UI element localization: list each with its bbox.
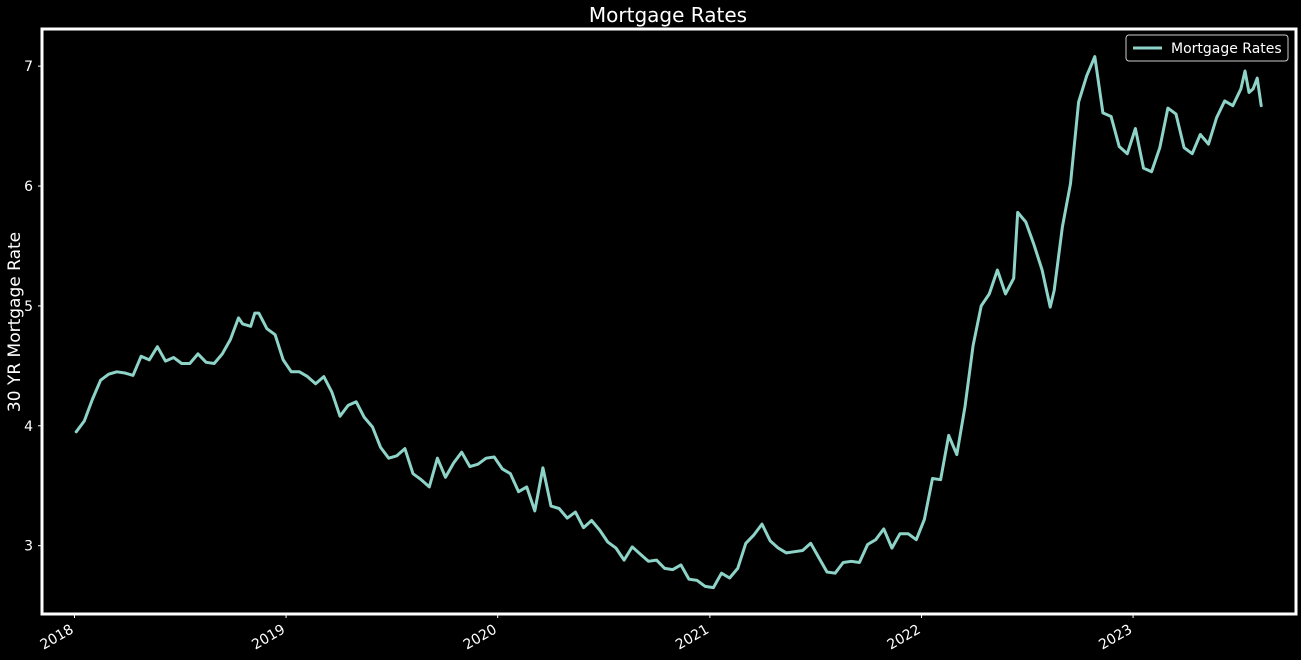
y-tick-label: 3 bbox=[24, 539, 33, 555]
y-tick-label: 5 bbox=[24, 299, 33, 315]
x-tick-label: 2021 bbox=[673, 622, 712, 654]
y-tick-label: 6 bbox=[24, 179, 33, 195]
x-tick-label: 2019 bbox=[249, 622, 288, 654]
x-tick-label: 2018 bbox=[38, 622, 77, 654]
plot-frame bbox=[40, 27, 1298, 616]
y-axis-label: 30 YR Mortgage Rate bbox=[5, 232, 25, 412]
legend: Mortgage Rates bbox=[1125, 34, 1289, 62]
series-line-mortgage-rates bbox=[74, 55, 1263, 590]
x-tick-label: 2023 bbox=[1096, 622, 1135, 654]
legend-entry-label: Mortgage Rates bbox=[1171, 41, 1282, 57]
x-tick-label: 2020 bbox=[461, 622, 500, 654]
y-tick-label: 7 bbox=[24, 59, 33, 75]
y-tick-label: 4 bbox=[24, 419, 33, 435]
plot-area bbox=[74, 55, 1263, 590]
x-tick-label: 2022 bbox=[885, 622, 924, 654]
chart-title: Mortgage Rates bbox=[589, 3, 747, 27]
legend-box bbox=[1125, 34, 1289, 62]
